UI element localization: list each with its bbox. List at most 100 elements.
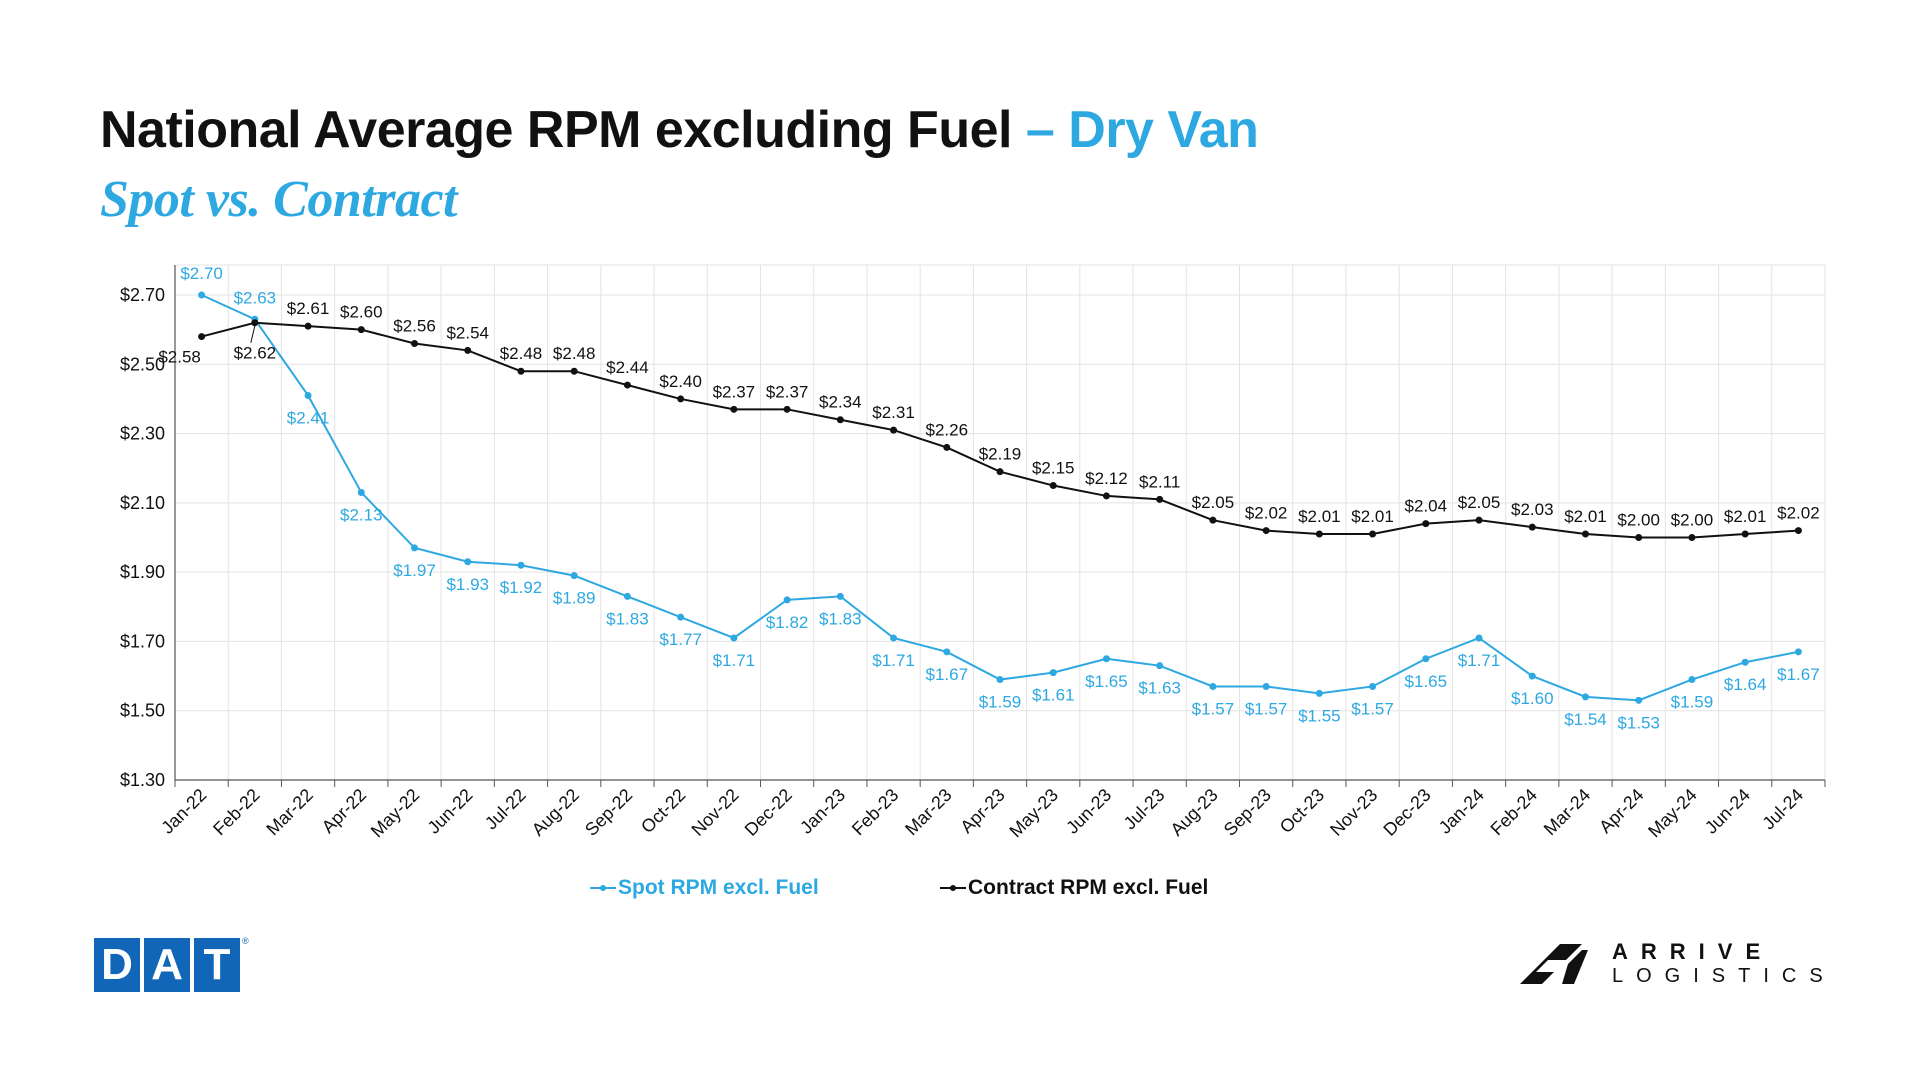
data-label-contract: $2.60 [340, 303, 383, 322]
legend-item-contract[interactable]: Contract RPM excl. Fuel [940, 876, 1208, 900]
data-point-spot[interactable] [677, 613, 685, 621]
x-tick-label: Dec-23 [1379, 785, 1434, 840]
legend-label-spot: Spot RPM excl. Fuel [618, 876, 819, 899]
data-point-spot[interactable] [570, 572, 578, 580]
data-point-contract[interactable] [1741, 530, 1749, 538]
data-point-spot[interactable] [1635, 696, 1643, 704]
data-point-spot[interactable] [1688, 676, 1696, 684]
data-point-contract[interactable] [1475, 516, 1483, 524]
data-point-contract[interactable] [1049, 482, 1057, 490]
data-point-spot[interactable] [517, 561, 525, 569]
data-label-spot: $1.93 [446, 575, 489, 594]
data-label-contract: $2.11 [1139, 472, 1180, 491]
data-label-spot: $1.71 [1458, 651, 1501, 670]
data-point-contract[interactable] [783, 405, 791, 413]
y-tick-label: $2.30 [120, 424, 165, 444]
data-point-spot[interactable] [1528, 672, 1536, 680]
data-point-spot[interactable] [943, 648, 951, 656]
data-point-contract[interactable] [623, 381, 631, 389]
data-point-contract[interactable] [411, 340, 419, 347]
y-tick-label: $1.30 [120, 770, 165, 790]
x-tick-label: Aug-23 [1167, 785, 1222, 840]
data-label-contract: $2.62 [234, 344, 277, 363]
data-point-spot[interactable] [1794, 648, 1802, 656]
data-point-contract[interactable] [1262, 527, 1270, 535]
data-point-contract[interactable] [1635, 534, 1643, 541]
axis-layer: $1.30$1.50$1.70$1.90$2.10$2.30$2.50$2.70… [120, 265, 1826, 841]
legend-item-spot[interactable]: Spot RPM excl. Fuel [590, 876, 819, 900]
arrive-logistics-logo: ARRIVE LOGISTICS [1518, 940, 1836, 988]
x-tick-label: Jun-24 [1701, 785, 1754, 838]
data-point-contract[interactable] [996, 468, 1004, 476]
data-point-contract[interactable] [357, 326, 365, 334]
x-tick-label: Oct-22 [637, 785, 689, 837]
data-label-spot: $1.65 [1085, 672, 1128, 691]
data-point-spot[interactable] [1102, 655, 1110, 663]
data-point-contract[interactable] [1422, 520, 1430, 528]
data-point-spot[interactable] [411, 544, 419, 552]
data-point-contract[interactable] [730, 405, 738, 413]
data-point-contract[interactable] [1102, 492, 1110, 500]
arrive-logo-icon [1520, 944, 1588, 984]
data-point-spot[interactable] [996, 676, 1004, 684]
data-point-contract[interactable] [677, 395, 685, 403]
x-tick-label: Jan-24 [1435, 785, 1488, 838]
data-point-spot[interactable] [198, 291, 206, 299]
data-point-contract[interactable] [1315, 530, 1323, 538]
data-point-spot[interactable] [1262, 682, 1270, 690]
y-tick-label: $1.70 [120, 631, 165, 651]
data-label-layer: $2.70 $2.63 $2.41 $2.13 $1.97 $1.93 $1.92 $1.89… [158, 264, 1819, 732]
data-point-spot[interactable] [623, 592, 631, 600]
x-tick-label: Feb-24 [1487, 785, 1541, 839]
data-label-spot: $1.71 [713, 651, 756, 670]
data-point-spot[interactable] [1369, 682, 1377, 690]
chart-title-accent: – Dry Van [1011, 101, 1259, 159]
data-point-contract[interactable] [890, 426, 898, 434]
data-point-spot[interactable] [1209, 682, 1217, 690]
data-point-contract[interactable] [1528, 523, 1536, 531]
data-point-spot[interactable] [836, 592, 844, 600]
chart-title: National Average RPM excluding Fuel – Dr… [100, 100, 1259, 160]
data-label-contract: $2.01 [1298, 507, 1341, 526]
data-label-spot: $1.92 [500, 578, 543, 597]
data-point-spot[interactable] [783, 596, 791, 604]
data-point-contract[interactable] [836, 416, 844, 424]
data-point-spot[interactable] [1422, 655, 1430, 663]
data-point-spot[interactable] [730, 634, 738, 642]
data-point-spot[interactable] [304, 391, 312, 399]
data-point-spot[interactable] [1581, 693, 1589, 701]
data-point-contract[interactable] [198, 333, 206, 341]
legend-swatch-spot [590, 885, 616, 891]
data-point-contract[interactable] [251, 319, 259, 327]
data-point-spot[interactable] [1741, 658, 1749, 666]
data-point-spot[interactable] [464, 558, 472, 566]
data-point-spot[interactable] [357, 488, 365, 496]
x-tick-label: Aug-22 [528, 785, 583, 840]
data-point-spot[interactable] [1156, 662, 1164, 670]
arrive-logo-line2: LOGISTICS [1612, 965, 1836, 987]
data-point-contract[interactable] [943, 443, 951, 451]
data-point-contract[interactable] [517, 367, 525, 375]
x-tick-label: Jun-22 [424, 785, 477, 838]
data-point-contract[interactable] [1156, 495, 1164, 503]
data-point-contract[interactable] [304, 322, 312, 330]
x-tick-label: Jan-23 [796, 785, 849, 838]
data-point-spot[interactable] [1049, 669, 1057, 677]
data-point-contract[interactable] [570, 367, 578, 375]
data-point-spot[interactable] [1475, 634, 1483, 642]
data-point-contract[interactable] [1369, 530, 1377, 538]
data-point-spot[interactable] [1315, 689, 1323, 697]
data-point-spot[interactable] [890, 634, 898, 642]
data-point-contract[interactable] [1794, 527, 1802, 535]
data-point-contract[interactable] [1688, 534, 1696, 541]
data-point-contract[interactable] [1581, 530, 1589, 538]
data-point-contract[interactable] [464, 346, 472, 354]
data-label-contract: $2.03 [1511, 500, 1554, 519]
data-label-contract: $2.15 [1032, 459, 1075, 478]
data-label-contract: $2.54 [446, 323, 489, 342]
chart-title-main: National Average RPM excluding Fuel [100, 101, 1012, 159]
y-tick-label: $2.10 [120, 493, 165, 513]
data-label-spot: $1.71 [872, 651, 915, 670]
data-point-contract[interactable] [1209, 516, 1217, 524]
data-label-contract: $2.05 [1192, 493, 1235, 512]
